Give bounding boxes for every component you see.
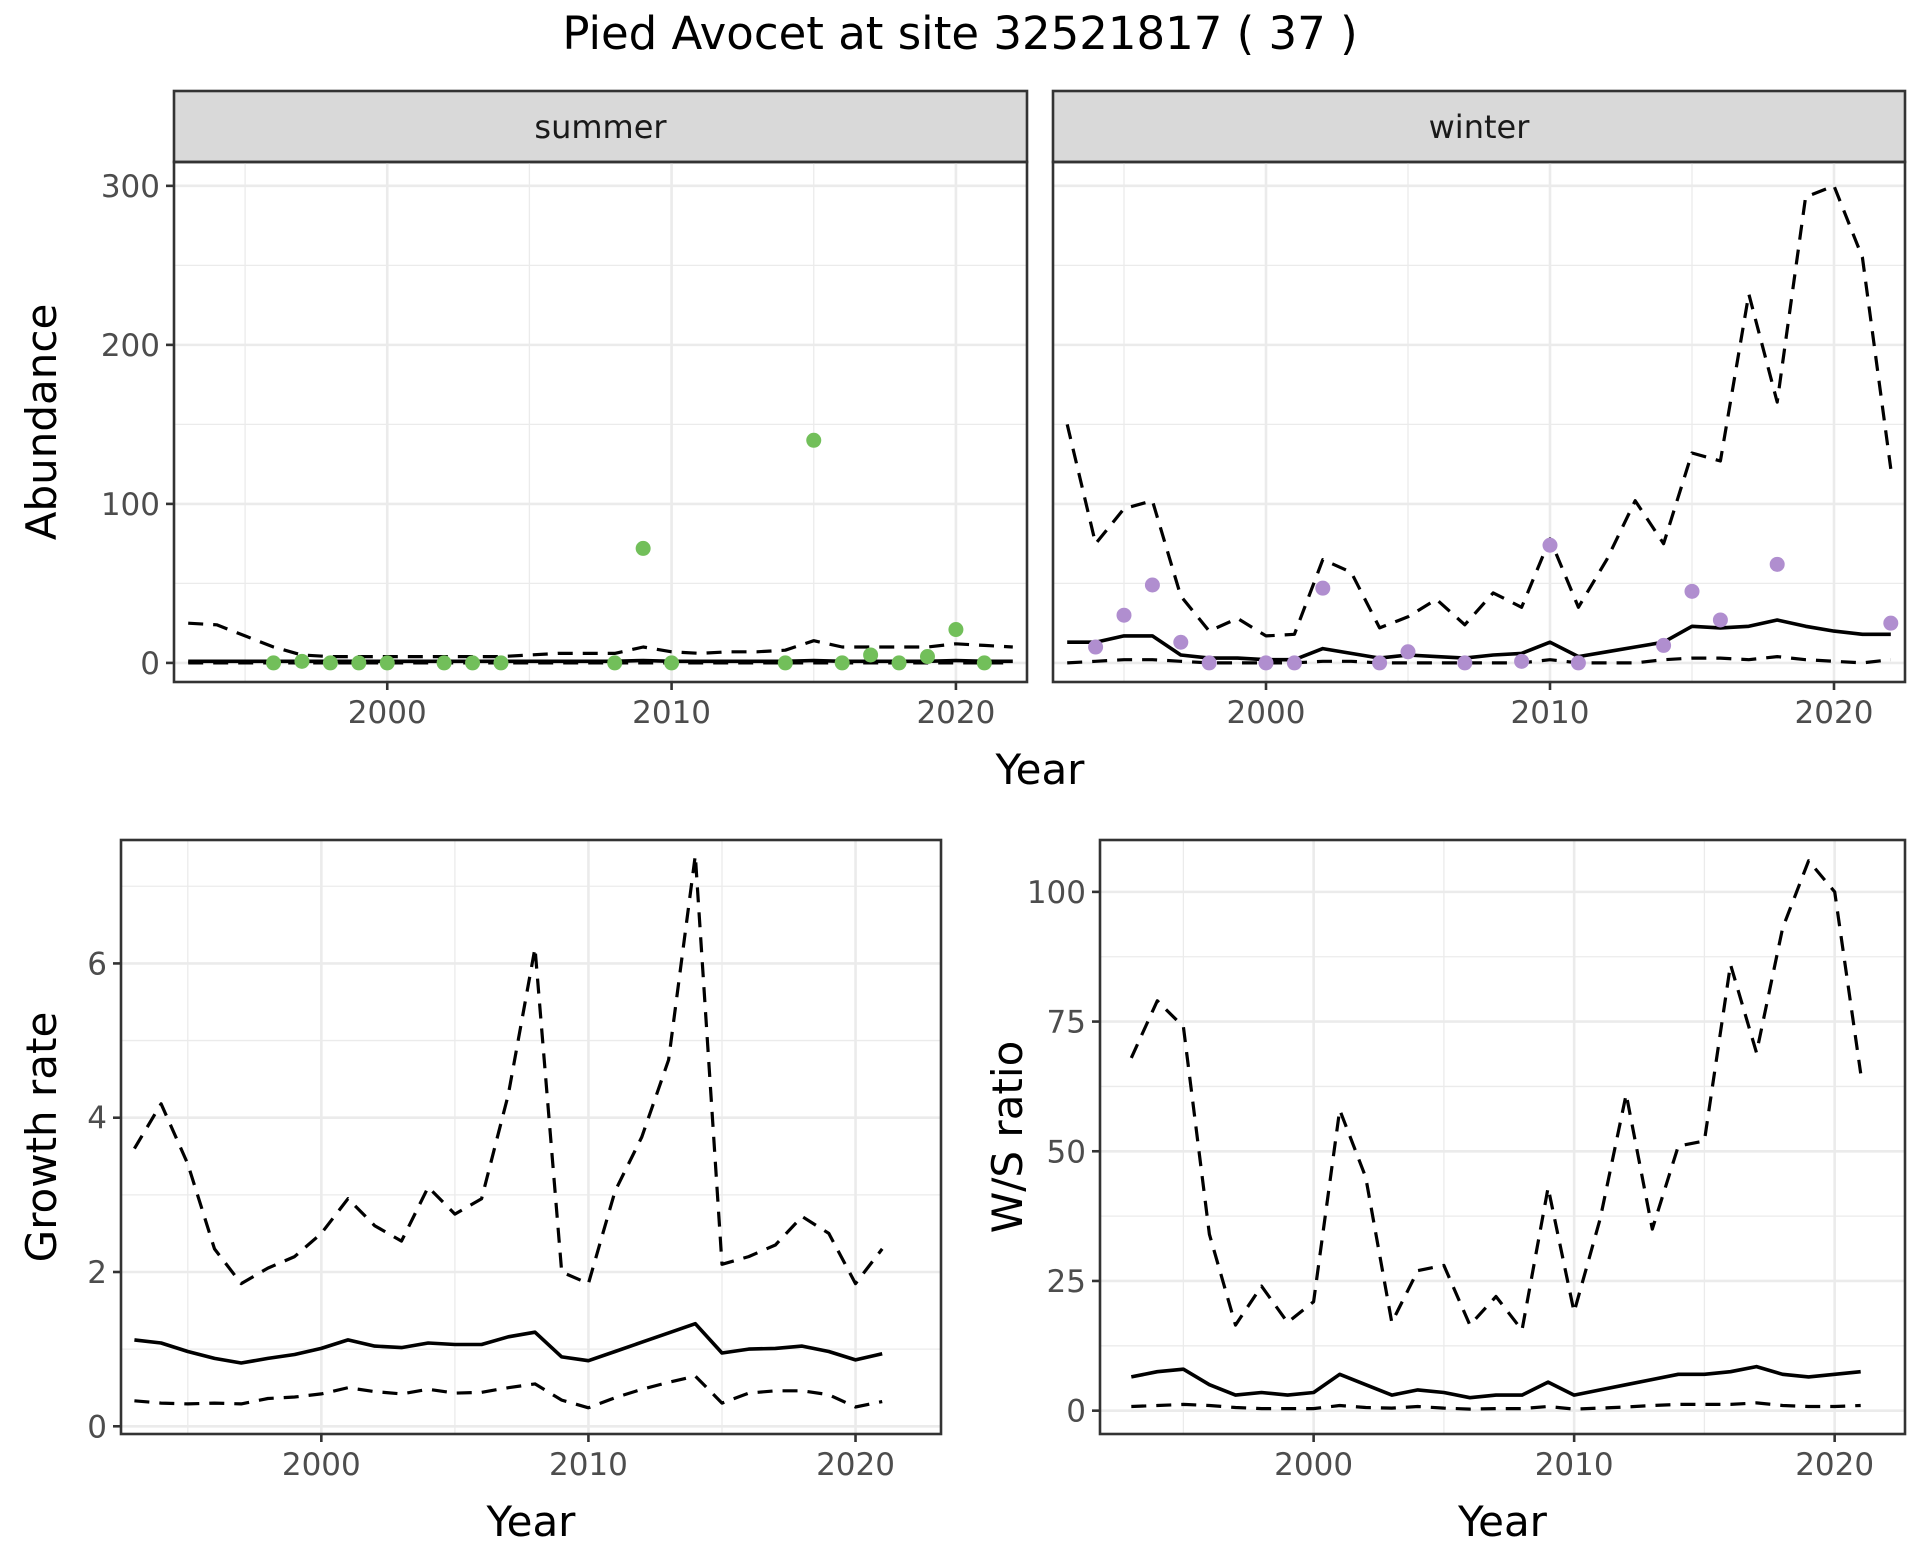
x-tick-label: 2000 [348,695,427,731]
x-tick-label: 2010 [549,1447,628,1483]
observed-point [1514,653,1530,669]
x-tick-label: 2010 [1535,1447,1614,1483]
observed-point [834,655,850,671]
fitted-line [1067,618,1891,662]
observed-point [1769,556,1785,572]
observed-point [1116,607,1132,623]
observed-point [351,655,367,671]
observed-point [891,655,907,671]
y-tick-label: 6 [87,946,107,982]
x-tick-label: 2010 [1511,695,1590,731]
y-tick-label: 2 [87,1255,107,1291]
x-axis-title: Year [1457,1497,1548,1546]
y-axis-title: Growth rate [17,1012,66,1263]
figure-title: Pied Avocet at site 32521817 ( 37 ) [562,7,1357,60]
observed-point [664,655,680,671]
upper-ci-line [1065,184,1893,638]
observed-point [1315,580,1331,596]
ws-ratio-chart: 2000 2010 2020 0 25 50 75 100 Year W/S ratio [983,838,1907,1546]
y-tick-label: 75 [1047,1005,1086,1041]
observed-point [1542,537,1558,553]
panel-border [172,160,1029,684]
observed-point [919,649,935,665]
y-tick-label: 100 [101,487,160,523]
x-tick-label: 2020 [916,695,995,731]
x-axis-title: Year [995,745,1086,794]
panel-border [1098,838,1907,1436]
observed-point [1144,577,1160,593]
observed-point [379,655,395,671]
observed-point [1684,583,1700,599]
x-tick-label: 2020 [1795,695,1874,731]
x-tick-label: 2000 [282,1447,361,1483]
facet-label-winter: winter [1429,108,1531,146]
facet-strip-summer [172,89,1029,164]
y-tick-label: 0 [140,646,160,682]
observed-point [1712,612,1728,628]
observed-point [266,655,282,671]
observed-point [863,647,879,663]
upper-ci-line [133,853,884,1286]
observed-point [465,655,481,671]
facet-label-summer: summer [534,108,667,146]
observed-point [294,653,310,669]
x-tick-label: 2010 [632,695,711,731]
observed-point [1372,655,1388,671]
observed-point [607,655,623,671]
panel-border [119,838,943,1436]
observed-point [948,622,964,638]
observed-point [806,432,822,448]
observed-point [777,655,793,671]
observed-point [1088,639,1104,655]
observed-point [1457,655,1473,671]
y-axis-title: W/S ratio [983,1041,1032,1234]
lower-ci-line [134,1374,883,1410]
y-tick-label: 0 [1066,1394,1086,1430]
growth-rate-chart: 2000 2010 2020 0 2 4 6 Year Growth rate [17,838,943,1546]
facet-strip-winter [1051,89,1907,164]
y-tick-label: 0 [87,1409,107,1445]
abundance-chart: summer 2000 2010 2020 0 100 200 300 winter 2000 20… [17,89,1907,794]
x-tick-label: 2020 [1795,1447,1874,1483]
upper-ci-line [1129,859,1863,1332]
observed-point [976,655,992,671]
y-tick-label: 50 [1047,1134,1086,1170]
x-tick-label: 2000 [1274,1447,1353,1483]
observed-point [1258,655,1274,671]
y-tick-label: 25 [1047,1264,1086,1300]
observed-point [1286,655,1302,671]
observed-point [1173,634,1189,650]
observed-point [322,655,338,671]
fitted-line [188,658,1013,664]
observed-point [1656,637,1672,653]
fitted-line [1130,1364,1861,1400]
y-tick-label: 200 [101,328,160,364]
lower-ci-line [1131,1401,1861,1411]
observed-point [1883,615,1899,631]
y-axis-title: Abundance [17,304,66,541]
facet-panel-winter: winter 2000 2010 2020 [1051,89,1907,731]
panel-border [1051,160,1907,684]
observed-point [436,655,452,671]
observed-point [635,540,651,556]
y-tick-label: 4 [87,1101,107,1137]
fitted-line [134,1321,883,1365]
x-axis-title: Year [486,1497,577,1546]
observed-point [1570,655,1586,671]
observed-point [1400,644,1416,660]
x-tick-label: 2020 [816,1447,895,1483]
upper-ci-line [188,621,1013,659]
observed-point [493,655,509,671]
y-tick-label: 100 [1027,875,1086,911]
y-tick-label: 300 [101,169,160,205]
observed-point [1201,655,1217,671]
facet-panel-summer: summer 2000 2010 2020 0 100 200 300 [101,89,1029,731]
x-tick-label: 2000 [1227,695,1306,731]
